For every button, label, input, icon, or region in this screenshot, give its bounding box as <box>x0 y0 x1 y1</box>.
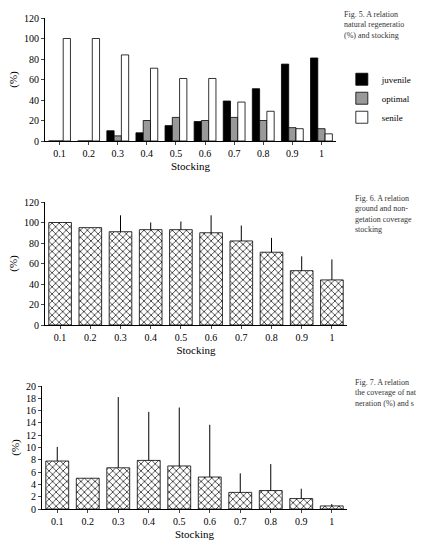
svg-text:0.4: 0.4 <box>143 516 156 527</box>
svg-text:0.5: 0.5 <box>175 332 188 343</box>
svg-text:16: 16 <box>26 405 36 416</box>
svg-text:20: 20 <box>26 381 36 392</box>
svg-text:Stocking: Stocking <box>176 344 216 356</box>
svg-text:6: 6 <box>31 467 36 478</box>
svg-text:0.3: 0.3 <box>112 148 125 159</box>
svg-text:0.5: 0.5 <box>170 148 183 159</box>
svg-text:80: 80 <box>29 54 39 65</box>
svg-text:120: 120 <box>24 13 39 24</box>
svg-text:0.8: 0.8 <box>265 516 278 527</box>
svg-text:1: 1 <box>329 516 334 527</box>
svg-text:0.7: 0.7 <box>235 332 248 343</box>
svg-text:2: 2 <box>31 491 36 502</box>
svg-text:(%): (%) <box>7 71 20 88</box>
svg-text:0.9: 0.9 <box>295 332 308 343</box>
svg-text:10: 10 <box>26 442 36 453</box>
svg-text:0.6: 0.6 <box>204 516 217 527</box>
svg-text:0.9: 0.9 <box>295 516 308 527</box>
svg-text:0.2: 0.2 <box>82 148 95 159</box>
svg-text:Fig. 5. A relationnatural rege: Fig. 5. A relationnatural regeneratio(%)… <box>344 10 404 40</box>
svg-text:1: 1 <box>319 148 324 159</box>
svg-text:4: 4 <box>31 479 36 490</box>
svg-text:0: 0 <box>34 320 39 331</box>
svg-text:Fig. 6. A relationground and n: Fig. 6. A relationground and non-getatio… <box>355 194 412 234</box>
svg-text:0.2: 0.2 <box>82 516 95 527</box>
svg-text:0.9: 0.9 <box>286 148 299 159</box>
svg-text:0.2: 0.2 <box>84 332 97 343</box>
svg-text:0.8: 0.8 <box>265 332 278 343</box>
svg-text:18: 18 <box>26 393 36 404</box>
svg-text:1: 1 <box>329 332 334 343</box>
svg-text:8: 8 <box>31 454 36 465</box>
svg-text:100: 100 <box>24 33 39 44</box>
svg-text:(%): (%) <box>9 439 22 456</box>
svg-text:20: 20 <box>29 299 39 310</box>
svg-text:0.6: 0.6 <box>199 148 212 159</box>
svg-text:12: 12 <box>26 430 36 441</box>
svg-text:0.1: 0.1 <box>51 516 64 527</box>
svg-text:0.1: 0.1 <box>54 332 67 343</box>
svg-text:0.8: 0.8 <box>257 148 270 159</box>
svg-text:0: 0 <box>34 136 39 147</box>
svg-text:20: 20 <box>29 115 39 126</box>
svg-text:Stocking: Stocking <box>171 160 211 172</box>
svg-text:0.7: 0.7 <box>234 516 247 527</box>
svg-text:120: 120 <box>24 197 39 208</box>
svg-text:0: 0 <box>31 504 36 515</box>
svg-text:40: 40 <box>29 279 39 290</box>
svg-text:0.3: 0.3 <box>112 516 125 527</box>
svg-text:0.3: 0.3 <box>114 332 127 343</box>
svg-text:60: 60 <box>29 74 39 85</box>
svg-text:40: 40 <box>29 95 39 106</box>
svg-text:0.5: 0.5 <box>173 516 186 527</box>
svg-text:Fig. 7. A relationthe coverage: Fig. 7. A relationthe coverage of natner… <box>355 378 417 408</box>
svg-text:14: 14 <box>26 417 36 428</box>
svg-text:juvenile: juvenile <box>381 75 411 85</box>
svg-text:100: 100 <box>24 217 39 228</box>
svg-text:0.4: 0.4 <box>141 148 154 159</box>
svg-text:0.4: 0.4 <box>144 332 157 343</box>
svg-text:60: 60 <box>29 258 39 269</box>
svg-text:senile: senile <box>382 113 403 123</box>
svg-text:0.6: 0.6 <box>205 332 218 343</box>
svg-text:0.1: 0.1 <box>53 148 66 159</box>
svg-text:(%): (%) <box>7 255 20 272</box>
svg-text:80: 80 <box>29 238 39 249</box>
svg-text:0.7: 0.7 <box>228 148 241 159</box>
svg-text:optimal: optimal <box>382 94 410 104</box>
svg-text:Stocking: Stocking <box>175 528 215 540</box>
